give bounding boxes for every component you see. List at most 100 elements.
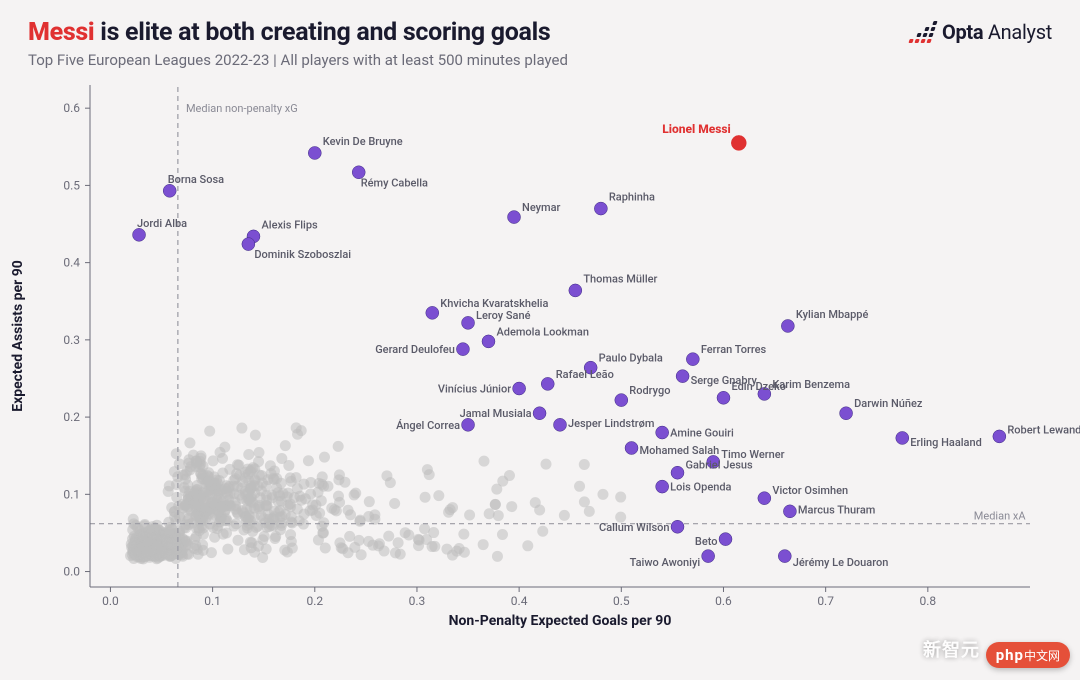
background-point — [261, 544, 272, 555]
background-point — [243, 449, 254, 460]
player-label: Neymar — [522, 201, 561, 214]
background-point — [319, 452, 330, 463]
background-point — [615, 492, 626, 503]
background-point — [233, 535, 244, 546]
x-tick-label: 0.0 — [102, 594, 119, 608]
x-tick-label: 0.6 — [715, 594, 732, 608]
background-point — [182, 515, 193, 526]
player-point — [482, 335, 495, 348]
background-point — [283, 460, 294, 471]
player-point — [671, 466, 684, 479]
player-label: Leroy Sané — [476, 309, 531, 322]
background-point — [433, 490, 444, 501]
background-point — [156, 546, 167, 557]
player-label: Jérémy Le Douaron — [793, 556, 889, 569]
player-point — [783, 505, 796, 518]
background-point — [198, 529, 209, 540]
player-label: Taiwo Awoniyi — [630, 556, 701, 569]
background-point — [191, 488, 202, 499]
player-label: Thomas Müller — [583, 272, 657, 285]
background-point — [246, 464, 257, 475]
player-label: Victor Osimhen — [772, 484, 848, 497]
player-label: Jordi Alba — [137, 217, 187, 230]
background-point — [250, 430, 261, 441]
background-point — [171, 448, 182, 459]
player-label: Marcus Thuram — [798, 503, 875, 516]
background-point — [504, 470, 515, 481]
background-point — [350, 488, 361, 499]
chart-subtitle: Top Five European Leagues 2022-23 | All … — [28, 51, 568, 69]
player-point — [569, 284, 582, 297]
background-point — [246, 542, 257, 553]
player-label: Edin Dzeko — [731, 380, 785, 393]
background-point — [497, 529, 508, 540]
title-highlight: Messi — [28, 18, 94, 47]
player-point — [541, 377, 554, 390]
player-point — [426, 306, 439, 319]
background-point — [395, 549, 406, 560]
watermark-source: 新智元 — [923, 636, 980, 662]
background-point — [141, 546, 152, 557]
player-point — [456, 343, 469, 356]
y-tick-label: 0.6 — [63, 101, 80, 115]
y-axis-label: Expected Assists per 90 — [10, 260, 26, 412]
background-point — [257, 478, 268, 489]
background-point — [206, 547, 217, 558]
background-point — [320, 543, 331, 554]
player-label-hero: Lionel Messi — [662, 122, 731, 136]
brand-text: Opta Analyst — [942, 20, 1052, 44]
background-point — [597, 489, 608, 500]
player-label: Vinícius Júnior — [438, 383, 511, 396]
background-point — [269, 474, 280, 485]
player-point-hero — [731, 135, 746, 150]
player-point — [781, 319, 794, 332]
background-point — [381, 470, 392, 481]
player-point — [778, 550, 791, 563]
background-point — [530, 497, 541, 508]
brand-strong: Opta — [942, 20, 983, 44]
player-point — [513, 382, 526, 395]
background-point — [261, 495, 272, 506]
y-tick-label: 0.3 — [63, 333, 80, 347]
player-label: Amine Gouiri — [670, 427, 734, 440]
background-point — [171, 492, 182, 503]
player-label: Lois Openda — [670, 481, 731, 494]
x-tick-label: 0.5 — [613, 594, 630, 608]
scatter-plot: Median non-penalty xGMedian xA0.00.10.20… — [70, 75, 1050, 635]
background-point — [383, 531, 394, 542]
player-label: Jamal Musiala — [460, 407, 532, 420]
background-point — [181, 535, 192, 546]
watermark-strong: php — [996, 646, 1024, 664]
player-label: Callum Wilson — [599, 521, 669, 534]
player-point — [615, 394, 628, 407]
background-point — [541, 459, 552, 470]
background-point — [339, 477, 350, 488]
player-label: Kylian Mbappé — [796, 308, 869, 321]
player-label: Rémy Cabella — [361, 176, 428, 189]
background-point — [217, 501, 228, 512]
player-point — [676, 370, 689, 383]
background-point — [286, 536, 297, 547]
background-point — [137, 529, 148, 540]
player-point — [462, 418, 475, 431]
background-point — [184, 437, 195, 448]
background-point — [389, 498, 400, 509]
player-point — [719, 533, 732, 546]
background-points — [125, 422, 626, 564]
background-point — [464, 509, 475, 520]
chart-title: Messi is elite at both creating and scor… — [28, 18, 568, 47]
player-point — [133, 228, 146, 241]
player-label: Kevin De Bruyne — [323, 135, 403, 148]
background-point — [403, 530, 414, 541]
player-label: Mohamed Salah — [640, 444, 720, 457]
background-point — [217, 453, 228, 464]
background-point — [268, 520, 279, 531]
y-tick-label: 0.2 — [63, 410, 80, 424]
background-point — [307, 505, 318, 516]
background-point — [246, 491, 257, 502]
background-point — [393, 537, 404, 548]
x-tick-label: 0.2 — [306, 594, 323, 608]
background-point — [447, 502, 458, 513]
background-point — [280, 440, 291, 451]
background-point — [174, 458, 185, 469]
